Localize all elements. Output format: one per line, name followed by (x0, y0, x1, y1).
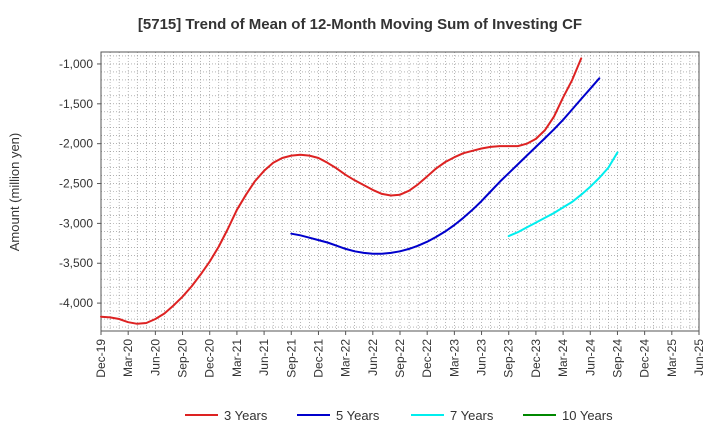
y-tick-label: -3,000 (59, 216, 93, 230)
grid (100, 52, 700, 331)
x-tick-label: Sep-22 (393, 339, 407, 378)
x-tick-label: Dec-20 (203, 339, 217, 378)
y-tick-label: -2,000 (59, 137, 93, 151)
x-tick-label: Jun-25 (692, 339, 706, 376)
x-tick-label: Sep-23 (502, 339, 516, 378)
y-axis-ticks: -1,000 -1,500 -2,000 -2,500 -3,000 -3,500 -4,0… (59, 57, 101, 310)
x-tick-label: Mar-25 (665, 339, 679, 377)
x-tick-label: Jun-23 (475, 339, 489, 376)
chart-title: [5715] Trend of Mean of 12-Month Moving … (138, 16, 582, 33)
y-axis-label: Amount (million yen) (7, 133, 22, 252)
legend-label: 5 Years (336, 408, 380, 423)
legend-label: 10 Years (562, 408, 613, 423)
legend-label: 7 Years (450, 408, 494, 423)
y-tick-label: -1,000 (59, 57, 93, 71)
x-tick-label: Mar-24 (556, 339, 570, 377)
series-line-7-years (507, 151, 619, 238)
x-axis-ticks: Dec-19 Mar-20 Jun-20 Sep-20 Dec-20 Mar-21 Jun-… (94, 331, 706, 378)
legend: 3 Years 5 Years 7 Years 10 Years (185, 408, 613, 423)
x-tick-label: Mar-20 (121, 339, 135, 377)
x-tick-label: Sep-24 (610, 339, 624, 378)
x-tick-label: Dec-21 (311, 339, 325, 378)
y-tick-label: -4,000 (59, 296, 93, 310)
x-tick-label: Dec-19 (94, 339, 108, 378)
legend-label: 3 Years (224, 408, 268, 423)
x-tick-label: Dec-22 (420, 339, 434, 378)
x-tick-label: Sep-21 (284, 339, 298, 378)
y-tick-label: -2,500 (59, 177, 93, 191)
y-tick-label: -3,500 (59, 256, 93, 270)
x-tick-label: Mar-22 (339, 339, 353, 377)
series-line-3-years (100, 57, 583, 325)
x-tick-label: Dec-24 (638, 339, 652, 378)
series-line-5-years (290, 77, 601, 255)
x-tick-label: Mar-23 (447, 339, 461, 377)
x-tick-label: Sep-20 (176, 339, 190, 378)
x-tick-label: Jun-20 (148, 339, 162, 376)
x-tick-label: Mar-21 (230, 339, 244, 377)
y-tick-label: -1,500 (59, 97, 93, 111)
x-tick-label: Dec-23 (529, 339, 543, 378)
x-tick-label: Jun-21 (257, 339, 271, 376)
x-tick-label: Jun-22 (366, 339, 380, 376)
x-tick-label: Jun-24 (583, 339, 597, 376)
series-lines (100, 57, 619, 325)
